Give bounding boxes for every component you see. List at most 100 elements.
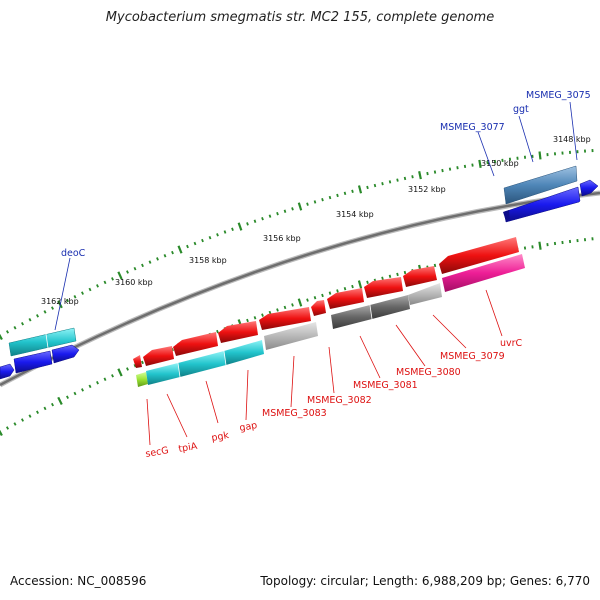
- minor-tick: [88, 287, 92, 292]
- label-secG[interactable]: secG: [145, 445, 170, 460]
- label-deoC[interactable]: deoC: [61, 248, 86, 259]
- tick-label-3158: 3158 kbp: [189, 256, 227, 265]
- minor-tick: [36, 314, 39, 318]
- label-pgk[interactable]: pgk: [211, 430, 231, 444]
- minor-tick: [328, 291, 332, 295]
- minor-tick: [471, 163, 474, 167]
- gene-msmeg-3075[interactable]: [579, 179, 599, 197]
- minor-tick: [73, 295, 77, 299]
- gene-msmeg-3083[interactable]: [264, 322, 318, 350]
- minor-tick: [186, 244, 189, 249]
- minor-tick: [426, 171, 429, 176]
- gene-rev-10[interactable]: [439, 237, 519, 274]
- minor-tick: [253, 316, 257, 320]
- minor-tick: [133, 266, 137, 271]
- label-gap[interactable]: gap: [239, 420, 259, 434]
- gene-left-blue-3[interactable]: [0, 363, 15, 380]
- gene-rev-8[interactable]: [364, 277, 403, 298]
- forward-gene-cluster-right: [503, 165, 599, 223]
- minor-tick: [448, 167, 452, 171]
- minor-tick: [291, 303, 294, 307]
- minor-tick: [73, 391, 77, 396]
- label-msmeg-3081[interactable]: MSMEG_3081: [353, 380, 418, 391]
- reverse-gene-row-top: [133, 237, 519, 368]
- label-ggt[interactable]: ggt: [513, 104, 529, 115]
- gene-left-blue-1[interactable]: [13, 350, 53, 374]
- gene-msmeg-3081[interactable]: [370, 295, 410, 319]
- minor-tick: [96, 381, 99, 385]
- gene-pgk[interactable]: [178, 351, 226, 377]
- forward-gene-cluster-left: [0, 327, 80, 380]
- minor-tick: [66, 395, 69, 399]
- label-tpiA[interactable]: tpiA: [178, 441, 199, 455]
- label-msmeg-3075[interactable]: MSMEG_3075: [526, 90, 591, 101]
- label-uvrC[interactable]: uvrC: [500, 338, 523, 349]
- minor-tick: [111, 374, 114, 378]
- minor-tick: [268, 310, 272, 315]
- genome-summary-label: Topology: circular; Length: 6,988,209 bp…: [260, 574, 590, 588]
- minor-tick: [291, 207, 294, 211]
- gene-rev-5[interactable]: [259, 307, 311, 330]
- gene-rev-9[interactable]: [403, 266, 437, 287]
- minor-tick: [381, 182, 384, 186]
- gene-deoC[interactable]: [8, 327, 77, 357]
- minor-tick: [51, 306, 54, 310]
- gene-rev-4[interactable]: [218, 321, 258, 343]
- gene-msmeg-3082[interactable]: [331, 305, 372, 329]
- tick-label-3154: 3154 kbp: [336, 210, 374, 219]
- minor-tick: [246, 318, 249, 323]
- major-tick: [538, 151, 542, 160]
- label-msmeg-3080[interactable]: MSMEG_3080: [396, 367, 461, 378]
- gene-rev-7[interactable]: [327, 288, 364, 309]
- minor-tick: [336, 289, 339, 293]
- gene-uvrC[interactable]: [442, 254, 525, 292]
- minor-tick: [216, 329, 219, 334]
- reverse-label-leaders: [146, 289, 503, 446]
- minor-tick: [88, 384, 92, 389]
- gene-tpiA[interactable]: [146, 363, 180, 385]
- gene-gap[interactable]: [224, 340, 264, 365]
- minor-tick: [126, 270, 129, 274]
- gene-ggt[interactable]: [503, 165, 578, 205]
- minor-tick: [36, 410, 39, 415]
- minor-tick: [366, 185, 369, 190]
- minor-tick: [156, 257, 159, 261]
- gene-msmeg-3080[interactable]: [408, 283, 442, 305]
- minor-tick: [5, 426, 10, 430]
- minor-tick: [51, 402, 54, 407]
- minor-tick: [141, 360, 144, 365]
- gene-msmeg-3077[interactable]: [503, 186, 581, 223]
- label-msmeg-3079[interactable]: MSMEG_3079: [440, 351, 505, 362]
- gene-msmeg-3077-tail: [503, 210, 510, 221]
- minor-tick: [313, 296, 317, 300]
- minor-tick: [388, 274, 392, 279]
- minor-tick: [283, 209, 287, 213]
- label-msmeg-3077[interactable]: MSMEG_3077: [440, 122, 505, 133]
- minor-tick: [201, 238, 204, 243]
- major-tick: [0, 429, 3, 437]
- minor-tick: [381, 276, 384, 280]
- major-tick: [237, 222, 243, 231]
- gene-secG[interactable]: [136, 372, 148, 387]
- minor-tick: [433, 263, 437, 268]
- gene-left-blue-2[interactable]: [51, 344, 80, 364]
- minor-tick: [261, 313, 264, 317]
- gene-rev-3[interactable]: [173, 332, 218, 356]
- genome-backbone-core: [0, 191, 600, 387]
- minor-tick: [126, 367, 129, 371]
- major-tick: [0, 333, 3, 341]
- gene-divider: [45, 333, 49, 349]
- minor-tick: [343, 191, 347, 196]
- gene-rev-6[interactable]: [311, 300, 326, 316]
- major-tick: [538, 241, 542, 250]
- minor-tick: [246, 222, 249, 226]
- label-msmeg-3082[interactable]: MSMEG_3082: [307, 395, 372, 406]
- gene-rev-1[interactable]: [133, 355, 142, 368]
- gene-rev-2[interactable]: [143, 346, 174, 366]
- minor-tick: [13, 422, 17, 426]
- minor-tick: [171, 250, 174, 255]
- reverse-gene-row-bottom: [136, 254, 525, 387]
- label-msmeg-3083[interactable]: MSMEG_3083: [262, 408, 327, 419]
